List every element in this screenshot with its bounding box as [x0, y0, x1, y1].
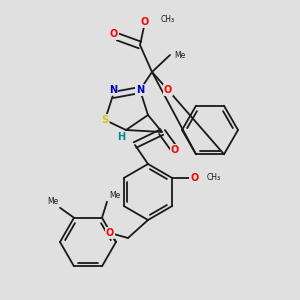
Text: H: H: [117, 132, 125, 142]
Text: N: N: [136, 85, 144, 95]
Text: O: O: [110, 29, 118, 39]
Text: CH₃: CH₃: [161, 14, 175, 23]
Text: O: O: [164, 85, 172, 95]
Text: H: H: [117, 132, 125, 142]
Text: N: N: [136, 85, 144, 95]
Text: N: N: [109, 85, 117, 95]
Text: Me: Me: [109, 191, 120, 200]
Text: O: O: [164, 85, 172, 95]
Text: O: O: [141, 17, 149, 27]
Text: O: O: [141, 17, 149, 27]
Text: O: O: [171, 145, 179, 155]
Text: O: O: [106, 228, 114, 238]
Text: O: O: [190, 173, 198, 183]
Text: CH₃: CH₃: [206, 173, 220, 182]
Text: Me: Me: [174, 50, 185, 59]
Text: S: S: [101, 115, 109, 125]
Text: O: O: [106, 228, 114, 238]
Text: O: O: [110, 29, 118, 39]
Text: O: O: [171, 145, 179, 155]
Text: S: S: [101, 115, 109, 125]
Text: Me: Me: [47, 197, 58, 206]
Text: O: O: [190, 173, 198, 183]
